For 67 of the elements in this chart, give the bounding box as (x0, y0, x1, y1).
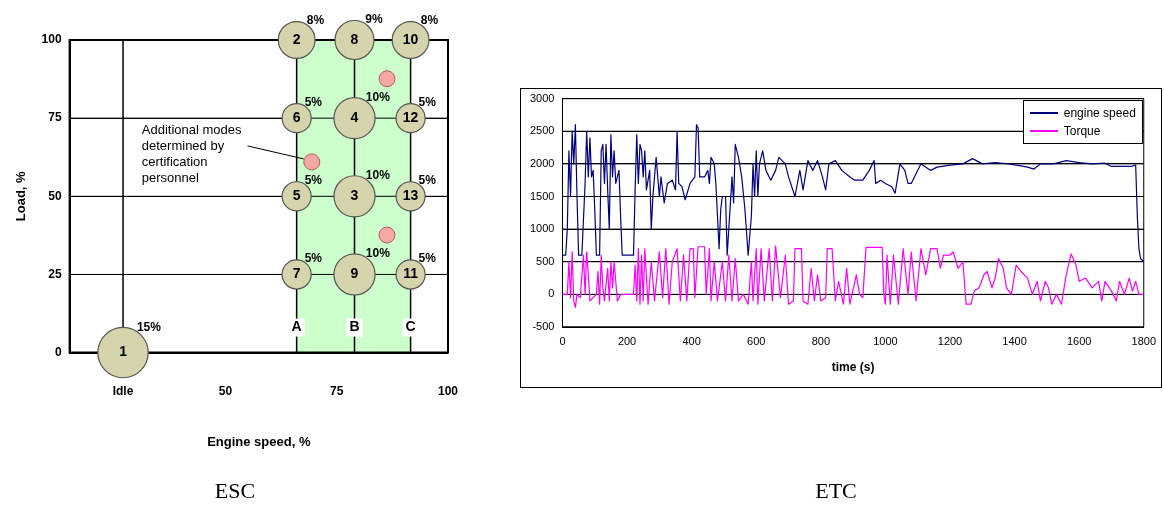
y-tick-label: 3000 (529, 91, 555, 104)
y-tick-label: 50 (48, 188, 62, 203)
point (378, 70, 396, 88)
x-axis-title: time (s) (831, 359, 875, 374)
data-label: 5% (418, 94, 437, 109)
annotation: Additional modes determined by certification personnel (141, 121, 242, 185)
annotation: 4 (350, 109, 359, 126)
x-tick-label: 0 (559, 334, 566, 347)
y-tick-label: 0 (548, 287, 555, 300)
annotation: 13 (402, 187, 419, 204)
y-tick-label: 1000 (529, 222, 555, 235)
annotation: 11 (403, 265, 419, 282)
y-tick-label: 100 (41, 32, 62, 47)
annotation: C (405, 318, 416, 335)
y-tick-label: 2000 (529, 156, 555, 169)
data-label: 5% (418, 251, 437, 266)
annotation: 7 (292, 265, 301, 282)
data-label: 8% (306, 13, 325, 28)
y-tick-label: 0 (54, 344, 62, 359)
data-label: 10% (365, 89, 391, 104)
text: ESC (214, 477, 256, 503)
annotation: 10 (402, 30, 419, 47)
x-tick-label: 75 (330, 384, 344, 399)
annotation: 3 (350, 187, 359, 204)
y-tick-label: -500 (532, 320, 555, 333)
x-tick-label: 200 (617, 334, 637, 347)
x-tick-label: 400 (682, 334, 701, 347)
x-tick-label: 1800 (1131, 334, 1157, 347)
y-tick-label: 2500 (529, 124, 555, 137)
annotation: 6 (292, 109, 301, 126)
x-tick-label: 800 (811, 334, 830, 347)
x-tick-label: 100 (437, 384, 459, 399)
x-tick-label: Idle (112, 384, 134, 399)
y-tick-label: 25 (48, 266, 62, 281)
legend-label: engine speed (1063, 105, 1136, 120)
x-tick-label: 1200 (937, 334, 963, 347)
x-tick-label: 600 (747, 334, 766, 347)
annotation: 1 (119, 343, 128, 360)
annotation: B (349, 318, 360, 335)
y-tick-label: 500 (536, 254, 555, 267)
x-tick-label: 1000 (873, 334, 898, 347)
x-axis-title: Engine speed, % (207, 434, 311, 450)
data-label: 5% (418, 172, 437, 187)
data-label: 8% (420, 13, 439, 28)
annotation: 9 (350, 265, 359, 282)
y-tick-label: 1500 (529, 189, 555, 202)
legend-label: Torque (1063, 123, 1101, 138)
data-label: 5% (304, 251, 323, 266)
data-label: 5% (304, 94, 323, 109)
data-label: 15% (136, 320, 162, 335)
annotation: 5 (292, 187, 301, 204)
y-tick-label: 75 (48, 110, 62, 125)
point (303, 153, 321, 171)
text: ETC (815, 477, 857, 503)
data-label: 5% (304, 172, 323, 187)
y-axis-title: Load, % (13, 170, 29, 222)
data-label: 10% (365, 167, 391, 182)
annotation: 8 (350, 30, 359, 47)
data-label: 9% (365, 12, 383, 27)
annotation: 12 (402, 109, 419, 126)
data-label: 10% (365, 245, 391, 260)
x-tick-label: 1400 (1002, 334, 1027, 347)
x-tick-label: 50 (218, 384, 233, 399)
annotation: 2 (292, 30, 301, 47)
x-tick-label: 1600 (1066, 334, 1092, 347)
annotation: A (291, 318, 302, 335)
point (378, 226, 396, 244)
